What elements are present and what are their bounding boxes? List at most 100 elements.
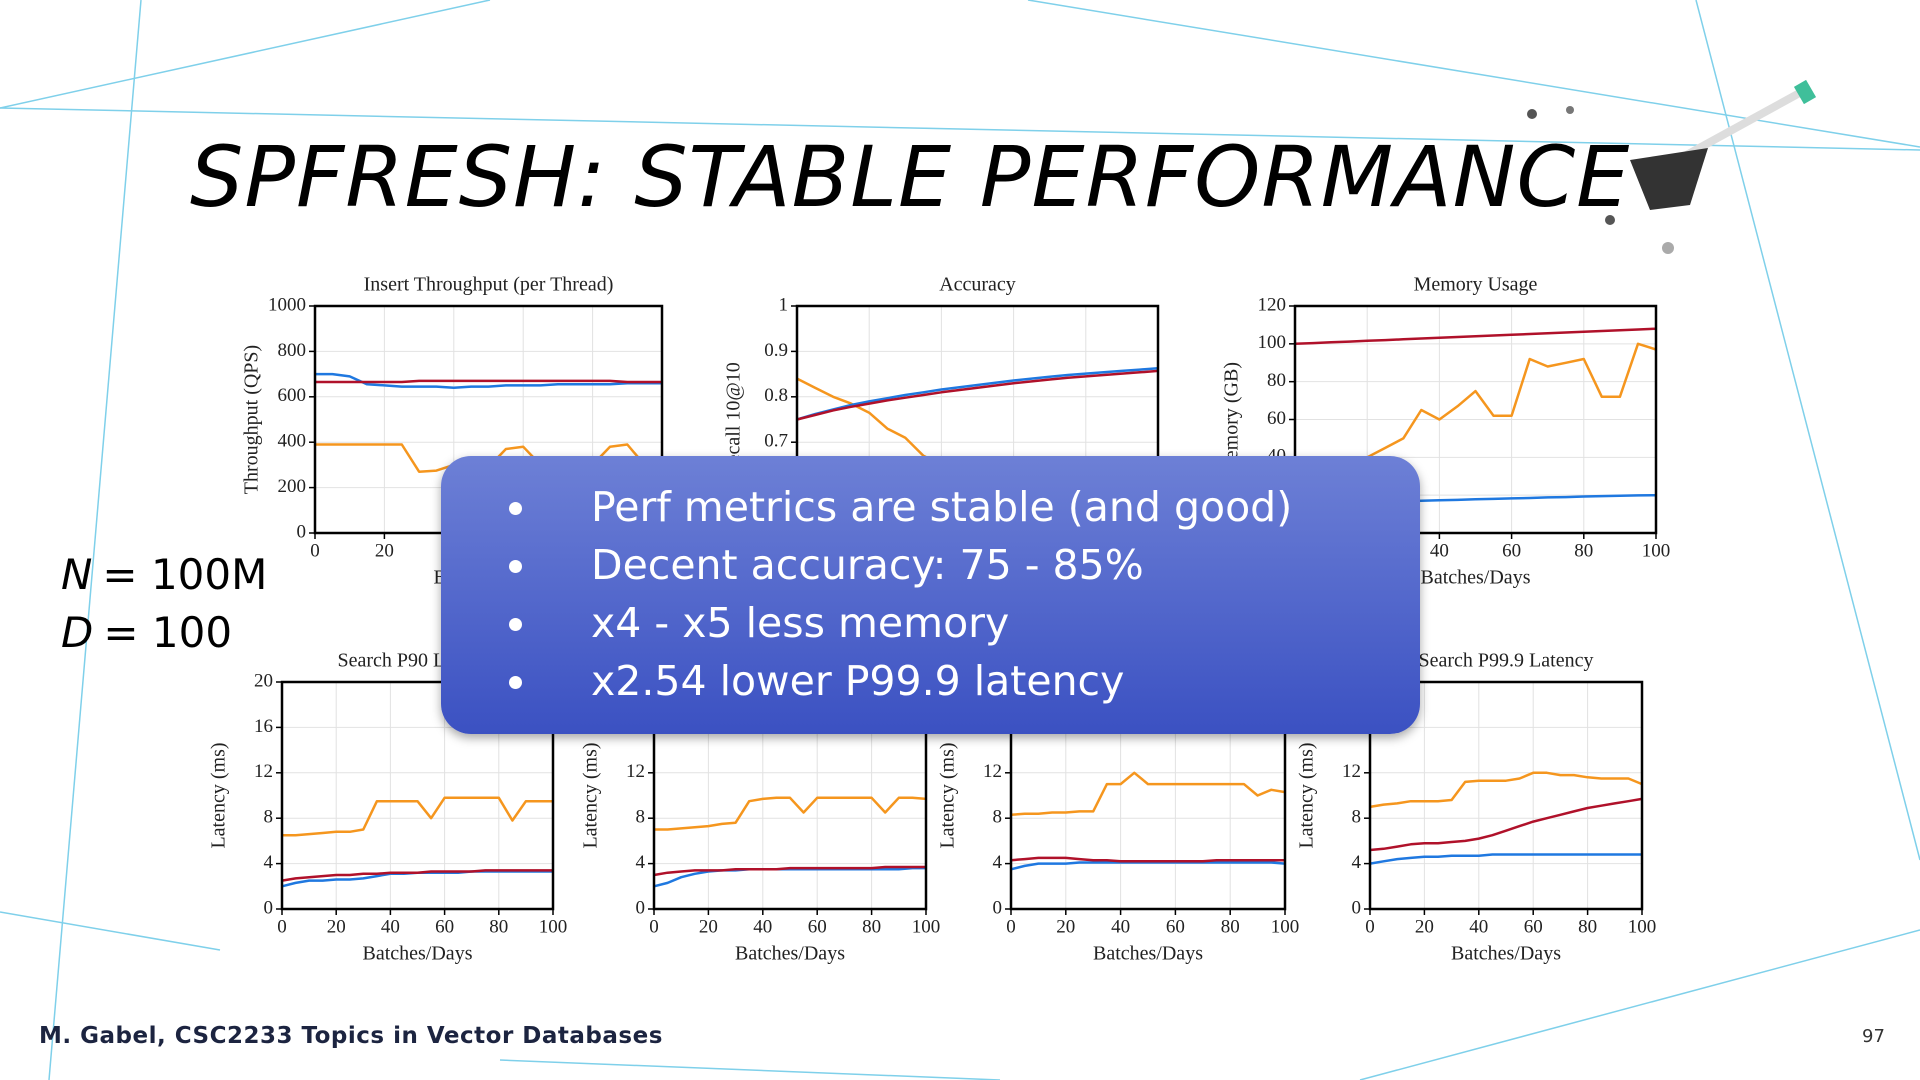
x-axis-label: Batches/Days [1093,943,1203,965]
x-tick-label: 20 [375,540,394,561]
parameter-value: = 100 [103,608,233,657]
x-tick-label: 40 [381,916,400,937]
y-tick-label: 800 [278,340,307,361]
y-tick-label: 60 [1267,408,1286,429]
chart-title: Search P99.9 Latency [1419,650,1594,672]
chart: 020406080100048121620Batches/DaysLatency… [937,670,1300,964]
bullet: Decent accuracy: 75 - 85% [541,536,1420,594]
x-tick-label: 80 [1574,540,1593,561]
data-line [281,869,553,882]
data-line [653,865,926,877]
x-tick-label: 100 [1642,540,1671,561]
x-tick-label: 20 [699,916,718,937]
callout-box: Perf metrics are stable (and good) Decen… [441,456,1420,734]
y-tick-label: 12 [983,761,1002,782]
x-tick-label: 0 [277,916,287,937]
x-axis-label: Batches/Days [1451,943,1561,965]
y-tick-label: 600 [278,385,307,406]
data-line [315,379,662,384]
slide-title: SPFRESH: STABLE PERFORMANCE [190,128,1631,226]
y-tick-label: 4 [264,852,274,873]
x-tick-label: 40 [1430,540,1449,561]
y-tick-label: 80 [1267,370,1286,391]
y-tick-label: 4 [993,852,1003,873]
x-tick-label: 40 [1111,916,1130,937]
x-tick-label: 40 [753,916,772,937]
bullet: Perf metrics are stable (and good) [541,478,1420,536]
y-axis-label: Latency (ms) [937,742,959,848]
y-tick-label: 400 [278,431,307,452]
x-tick-label: 80 [862,916,881,937]
data-line [1010,856,1285,863]
y-tick-label: 12 [626,761,645,782]
x-tick-label: 80 [1221,916,1240,937]
y-tick-label: 0.9 [764,340,788,361]
y-axis-label: Throughput (QPS) [241,345,263,494]
data-line [1010,861,1286,871]
x-tick-label: 80 [489,916,508,937]
x-tick-label: 100 [539,916,568,937]
y-tick-label: 120 [1258,294,1287,315]
y-axis-label: Recall 10@10 [723,362,745,477]
x-axis-label: Batches/Days [735,943,845,965]
y-axis-label: Latency (ms) [208,742,230,848]
plot-frame [1368,680,1644,911]
data-line [796,369,1159,421]
y-tick-label: 1000 [268,294,306,315]
parameter-symbol: D [61,608,94,657]
page-number: 97 [1862,1026,1885,1047]
y-tick-label: 12 [1342,761,1361,782]
y-tick-label: 0 [1352,897,1362,918]
bullet: x4 - x5 less memory [541,594,1420,652]
x-tick-label: 60 [435,916,454,937]
data-line [1294,327,1657,346]
x-tick-label: 60 [1166,916,1185,937]
bullet-list: Perf metrics are stable (and good) Decen… [441,456,1420,710]
y-axis-label: Latency (ms) [580,742,602,848]
x-tick-label: 100 [1628,916,1657,937]
x-tick-label: 60 [1524,916,1543,937]
x-tick-label: 60 [808,916,827,937]
y-axis-label: Memory (GB) [1221,362,1243,477]
x-tick-label: 100 [912,916,941,937]
parameter-symbol: N [61,550,93,599]
y-axis-label: Latency (ms) [1296,742,1318,848]
chart-title: Memory Usage [1414,274,1538,296]
plot-frame [280,680,555,911]
x-tick-label: 20 [1415,916,1434,937]
x-axis-label: Batches/Days [363,943,473,965]
y-tick-label: 12 [254,761,273,782]
data-line [282,796,553,837]
data-line [654,796,927,831]
footer: M. Gabel, CSC2233 Topics in Vector Datab… [39,1023,663,1049]
shovel-icon [1527,79,1817,254]
y-tick-label: 0 [264,897,274,918]
y-tick-label: 1 [779,294,789,315]
y-tick-label: 0.8 [764,385,788,406]
parameter-value: = 100M [102,550,268,599]
bullet: x2.54 lower P99.9 latency [541,652,1420,710]
data-line [315,372,662,389]
y-tick-label: 0 [297,521,307,542]
y-tick-label: 8 [993,807,1003,828]
x-tick-label: 40 [1469,916,1488,937]
x-tick-label: 20 [327,916,346,937]
data-line [1369,771,1643,809]
y-tick-label: 16 [254,716,273,737]
y-tick-label: 4 [636,852,646,873]
data-line [1369,797,1643,852]
data-line [1010,771,1286,817]
plot-frame [1293,304,1658,535]
y-tick-label: 200 [278,476,307,497]
y-tick-label: 100 [1258,332,1287,353]
parameter: N = 100M [61,550,267,599]
y-tick-label: 0 [636,897,646,918]
y-tick-label: 8 [636,807,646,828]
data-line [1369,853,1642,865]
y-tick-label: 4 [1352,852,1362,873]
y-tick-label: 20 [254,670,273,691]
x-tick-label: 0 [310,540,320,561]
y-tick-label: 0 [993,897,1003,918]
